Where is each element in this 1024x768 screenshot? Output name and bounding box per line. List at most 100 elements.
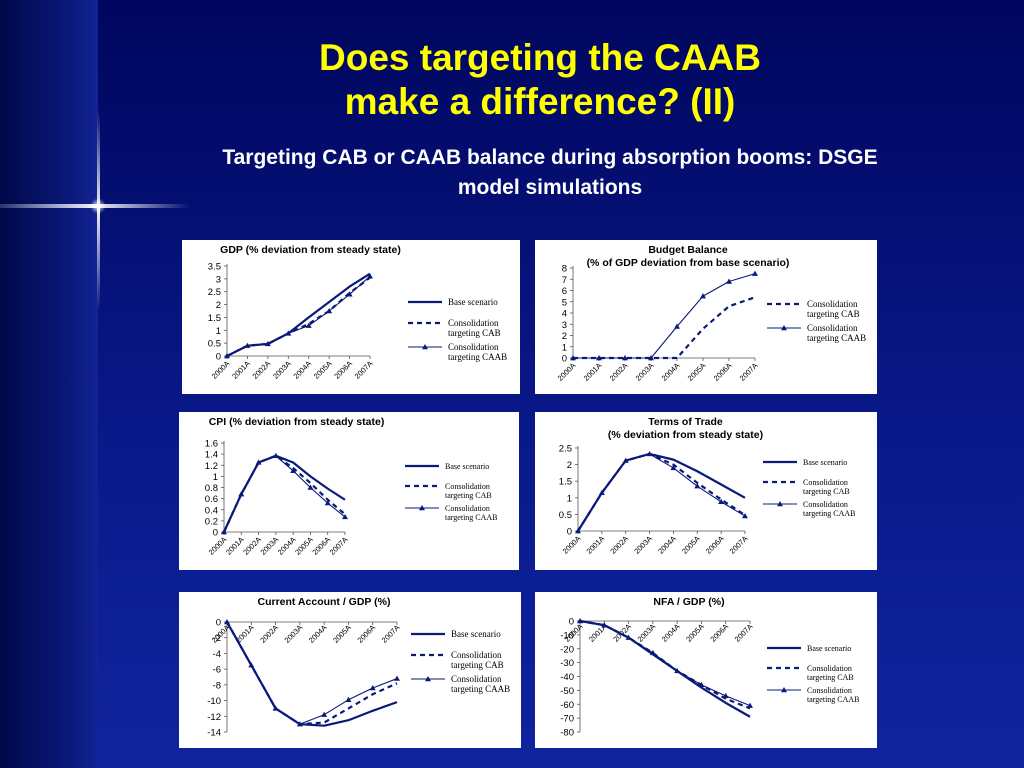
y-tick-label: 6: [562, 286, 567, 297]
series-marker-caab: [248, 662, 255, 668]
y-tick-label: 0: [567, 527, 572, 538]
series-line-caab: [226, 275, 371, 357]
chart-legend: Base scenario Consolidation targeting CAB C…: [767, 644, 860, 704]
y-tick-label: 0: [562, 354, 567, 365]
series-marker-caab: [345, 696, 352, 702]
series-marker-caab: [305, 322, 312, 328]
legend-marker-caab: [419, 505, 425, 511]
y-tick-label: -10: [560, 630, 574, 641]
series-line-base: [226, 272, 371, 357]
series-marker-caab: [674, 323, 680, 329]
x-tick-label: 2002A: [251, 359, 273, 381]
slide-subtitle: Targeting CAB or CAAB balance during abs…: [110, 143, 990, 203]
x-tick-label: 2005A: [293, 535, 315, 557]
slide-title-line1: Does targeting the CAAB: [319, 37, 761, 78]
chart-svg: NFA / GDP (%) 0 -10 -20 -30 -40 -50 -60 -70 -80 20…: [560, 596, 860, 739]
x-tick-label: 2006A: [704, 534, 726, 556]
series-marker-caab: [272, 452, 279, 458]
series-marker-caab: [367, 273, 373, 279]
y-tick-label: 0: [216, 618, 221, 629]
y-tick-label: 5: [562, 297, 567, 308]
y-tick-label: 1.6: [205, 439, 218, 450]
series-marker-caab: [575, 528, 581, 534]
y-tick-label: 0.5: [208, 339, 221, 350]
y-tick-label: -10: [207, 696, 221, 707]
series-marker-caab: [648, 355, 654, 361]
y-tick-label: 4: [562, 309, 567, 320]
chart-panel-current-account: Current Account / GDP (%) 0 -2 -4 -6 -8 -10 -12…: [179, 592, 521, 748]
chart-legend: Base scenario Consolidation targeting CAB C…: [411, 629, 510, 694]
y-tick-label: 1.2: [205, 461, 218, 472]
x-tick-label: 2004A: [291, 359, 313, 381]
chart-panel-cpi: CPI (% deviation from steady state) 0 0.2 0…: [179, 412, 519, 570]
y-tick-label: 0: [569, 617, 574, 628]
x-tick-label: 2003A: [283, 623, 305, 645]
y-tick-label: -14: [207, 728, 221, 739]
chart-title: (% of GDP deviation from base scenario): [587, 257, 790, 269]
legend-marker-caab: [781, 325, 787, 331]
series-marker-caab: [244, 342, 251, 348]
y-tick-label: -40: [560, 672, 574, 683]
y-tick-label: 3: [562, 320, 567, 331]
y-tick-label: -60: [560, 700, 574, 711]
series-line-caab: [579, 620, 751, 707]
y-tick-label: 1: [567, 493, 572, 504]
series-marker-caab: [718, 498, 725, 504]
x-tick-label: 2000A: [561, 534, 583, 556]
x-tick-label: 2003A: [636, 622, 658, 644]
x-tick-label: 2005A: [680, 534, 702, 556]
series-marker-caab: [369, 685, 376, 691]
series-marker-caab: [625, 634, 632, 640]
chart-svg: CPI (% deviation from steady state)00.20…: [205, 416, 498, 557]
legend-label-base: Base scenario: [448, 297, 498, 307]
y-tick-label: 2: [567, 460, 572, 471]
series-marker-caab: [290, 467, 297, 474]
chart-legend: Base scenario Consolidation targeting CAB C…: [408, 297, 507, 362]
x-tick-label: 2001A: [224, 535, 246, 557]
slide-subtitle-line1: Targeting CAB or CAAB balance during abs…: [222, 146, 878, 169]
legend-label-caab: Consolidation targeting CAAB: [445, 504, 498, 522]
series-marker-caab: [577, 618, 583, 624]
chart-svg: Current Account / GDP (%) 0 -2 -4 -6 -8 -10 -12…: [207, 596, 510, 739]
chart-svg: GDP (% deviation from steady state) 0 0.5 1…: [208, 244, 507, 381]
series-marker-caab: [285, 330, 292, 336]
slide-title: Does targeting the CAAB make a differenc…: [180, 36, 900, 124]
legend-label-cab: Consolidation targeting CAB: [445, 482, 492, 500]
series-line-caab: [577, 453, 746, 532]
legend-marker-caab: [781, 687, 787, 693]
y-tick-label: 1: [562, 342, 567, 353]
series-marker-caab: [649, 649, 656, 656]
y-tick-label: 2.5: [559, 444, 572, 455]
x-tick-label: 2004A: [660, 361, 682, 383]
x-tick-label: 2005A: [686, 361, 708, 383]
y-tick-label: 2: [216, 300, 221, 311]
slide-title-line2: make a difference? (II): [344, 81, 736, 122]
series-marker-caab: [224, 619, 230, 625]
series-marker-caab: [726, 278, 732, 284]
chart-svg: Budget Balance(% of GDP deviation from b…: [556, 244, 866, 383]
slide-subtitle-line2: model simulations: [457, 176, 643, 199]
series-marker-caab: [238, 491, 245, 497]
lens-flare-center: [90, 198, 106, 214]
chart-panel-gdp: GDP (% deviation from steady state) 0 0.5 1…: [182, 240, 520, 394]
legend-label-base: Base scenario: [803, 458, 847, 467]
series-line-cab: [573, 296, 756, 360]
left-decor-band: [0, 0, 98, 768]
y-tick-label: 0.2: [205, 516, 218, 527]
chart-panel-nfa: NFA / GDP (%) 0 -10 -20 -30 -40 -50 -60 -70 -80 20…: [535, 592, 877, 748]
x-tick-label: 2005A: [331, 623, 353, 645]
series-marker-caab: [622, 355, 628, 361]
x-tick-label: 2001A: [230, 359, 252, 381]
y-tick-label: 0: [213, 528, 218, 539]
x-tick-label: 2002A: [611, 622, 633, 644]
y-tick-label: 0.6: [205, 494, 218, 505]
series-line-caab: [573, 273, 756, 359]
x-tick-label: 2007A: [738, 361, 760, 383]
x-tick-label: 2004A: [656, 534, 678, 556]
legend-label-cab: Consolidation targeting CAB: [803, 478, 850, 496]
chart-title: NFA / GDP (%): [653, 596, 724, 608]
legend-label-caab: Consolidation targeting CAAB: [807, 686, 860, 704]
series-marker-caab: [570, 355, 576, 361]
x-tick-label: 2003A: [632, 534, 654, 556]
series-marker-caab: [255, 459, 262, 465]
